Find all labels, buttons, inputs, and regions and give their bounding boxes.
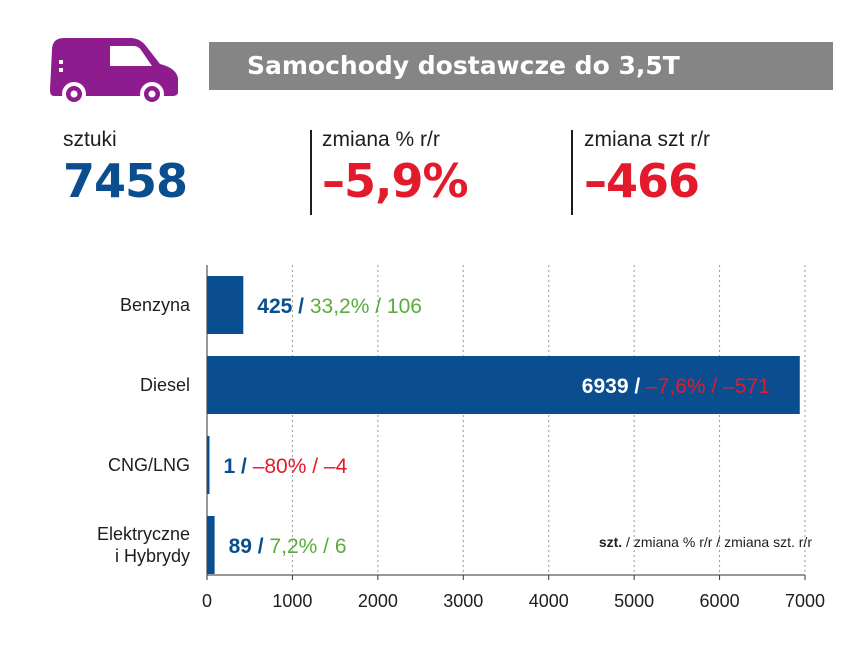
- title-bar: Samochody dostawcze do 3,5T: [209, 42, 833, 90]
- category-label: CNG/LNG: [108, 455, 190, 475]
- kpi-divider: [310, 130, 312, 215]
- x-tick-label: 2000: [358, 591, 398, 611]
- x-tick-label: 7000: [785, 591, 825, 611]
- kpi-pct-change-label: zmiana % r/r: [322, 128, 440, 151]
- kpi-pct-change-value: –5,9%: [322, 154, 469, 208]
- data-label: 6939 / –7,6% / –571: [582, 375, 770, 398]
- data-label: 425 / 33,2% / 106: [257, 295, 422, 318]
- kpi-divider: [571, 130, 573, 215]
- bar: [207, 356, 800, 414]
- kpi-pct-change: zmiana % r/r –5,9%: [322, 128, 469, 208]
- x-tick-label: 3000: [443, 591, 483, 611]
- category-label: Diesel: [140, 375, 190, 395]
- kpi-unit-change: zmiana szt r/r –466: [584, 128, 710, 208]
- x-tick-label: 0: [202, 591, 212, 611]
- kpi-unit-change-label: zmiana szt r/r: [584, 128, 711, 151]
- bar: [207, 276, 244, 334]
- legend: szt. / zmiana % r/r / zmiana szt. r/r: [599, 534, 812, 550]
- kpi-unit-change-value: –466: [584, 154, 700, 208]
- data-label: 1 / –80% / –4: [224, 455, 348, 478]
- kpi-units-label: sztuki: [63, 128, 117, 151]
- x-tick-label: 1000: [272, 591, 312, 611]
- kpi-units-value: 7458: [63, 154, 188, 208]
- category-label: Elektryczne i Hybrydy: [97, 524, 190, 566]
- category-label: Benzyna: [120, 295, 191, 315]
- kpi-units: sztuki 7458: [63, 128, 188, 208]
- van-icon: [50, 38, 178, 106]
- x-tick-label: 4000: [529, 591, 569, 611]
- data-label: 89 / 7,2% / 6: [229, 535, 347, 558]
- x-tick-label: 5000: [614, 591, 654, 611]
- x-tick-label: 6000: [700, 591, 740, 611]
- page-title: Samochody dostawcze do 3,5T: [247, 51, 680, 80]
- bar: [207, 436, 210, 494]
- bar: [207, 516, 215, 574]
